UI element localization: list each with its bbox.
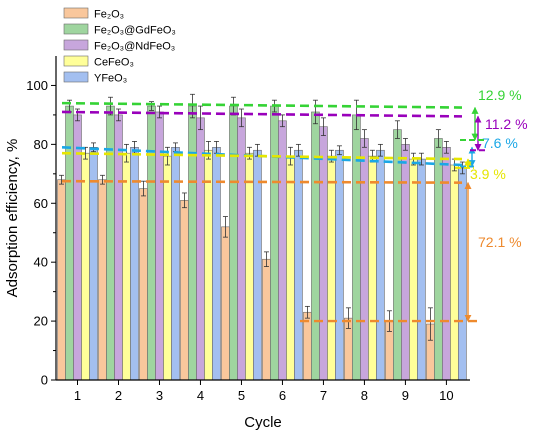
bar	[376, 149, 385, 381]
bar	[352, 114, 361, 381]
annotations-layer: 12.9 % 11.2 % 7.6 % 3.9 % 72.1 %	[300, 87, 528, 323]
bar	[147, 105, 156, 381]
bar	[286, 155, 295, 381]
bar	[393, 129, 402, 381]
annotation-label: 72.1 %	[478, 234, 522, 250]
legend: Fe₂O₃ Fe₂O₃@GdFeO₃ Fe₂O₃@NdFeO₃ CeFeO₃ YFeO₃	[63, 7, 176, 85]
bar	[221, 226, 230, 381]
bar	[122, 152, 131, 381]
bar	[335, 149, 344, 381]
x-tick-label: 5	[238, 388, 245, 403]
bar	[98, 179, 107, 381]
x-tick-label: 1	[74, 388, 81, 403]
bar	[139, 188, 148, 381]
legend-swatch	[63, 71, 89, 83]
legend-swatch	[63, 7, 89, 19]
x-tick-label: 9	[402, 388, 409, 403]
bar	[417, 158, 426, 381]
bar	[106, 105, 115, 381]
reference-line	[61, 101, 463, 109]
bar	[360, 138, 369, 381]
legend-swatch	[63, 39, 89, 51]
x-tick-label: 7	[320, 388, 327, 403]
annotation-label: 7.6 %	[482, 135, 518, 151]
axes-layer	[55, 56, 470, 381]
ticks-layer: 0 20 40 60 80 100 1 2 3 4 5 6 7 8 9 10	[26, 78, 453, 403]
legend-swatch	[63, 55, 89, 67]
bar	[303, 311, 312, 381]
x-axis-title: Cycle	[244, 414, 282, 431]
bar	[434, 138, 443, 381]
legend-label: Fe₂O₃	[94, 9, 124, 21]
x-tick-label: 6	[279, 388, 286, 403]
bar	[458, 167, 467, 381]
bar	[245, 152, 254, 381]
x-tick-label: 8	[361, 388, 368, 403]
bar	[196, 117, 205, 381]
bar	[188, 105, 197, 381]
reference-line	[61, 151, 463, 161]
bar	[253, 149, 262, 381]
bar	[294, 149, 303, 381]
legend-label: Fe₂O₃@NdFeO₃	[94, 41, 175, 53]
bar	[409, 158, 418, 381]
bar	[270, 105, 279, 381]
annotation-label: 11.2 %	[485, 116, 528, 132]
reference-lines-layer	[61, 101, 463, 184]
bar	[180, 200, 189, 381]
annotation-label: 12.9 %	[478, 87, 522, 103]
y-tick-label: 100	[26, 78, 48, 93]
bar	[450, 164, 459, 381]
y-tick-label: 0	[41, 373, 48, 388]
reference-line	[61, 110, 463, 118]
y-axis-title: Adsorption efficiency, %	[4, 139, 21, 298]
reference-line	[61, 179, 463, 184]
bar	[204, 149, 213, 381]
legend-label: YFeO₃	[94, 73, 127, 85]
x-tick-label: 4	[197, 388, 204, 403]
legend-swatch	[63, 23, 89, 35]
y-tick-label: 80	[34, 137, 48, 152]
bar	[262, 258, 271, 381]
bar	[319, 126, 328, 381]
bar	[327, 155, 336, 381]
bar	[368, 155, 377, 381]
legend-label: CeFeO₃	[94, 57, 134, 69]
bar	[311, 111, 320, 381]
legend-label: Fe₂O₃@GdFeO₃	[94, 25, 176, 37]
bar	[401, 144, 410, 381]
x-tick-label: 3	[156, 388, 163, 403]
y-tick-label: 40	[34, 255, 48, 270]
annotation-label: 3.9 %	[470, 166, 506, 182]
bar	[163, 155, 172, 381]
bar	[81, 152, 90, 381]
bar	[57, 179, 66, 381]
x-tick-label: 10	[439, 388, 453, 403]
x-tick-label: 2	[115, 388, 122, 403]
y-tick-label: 20	[34, 314, 48, 329]
bars-layer	[57, 105, 467, 381]
bar	[229, 105, 238, 381]
y-tick-label: 60	[34, 196, 48, 211]
bar	[278, 120, 287, 381]
